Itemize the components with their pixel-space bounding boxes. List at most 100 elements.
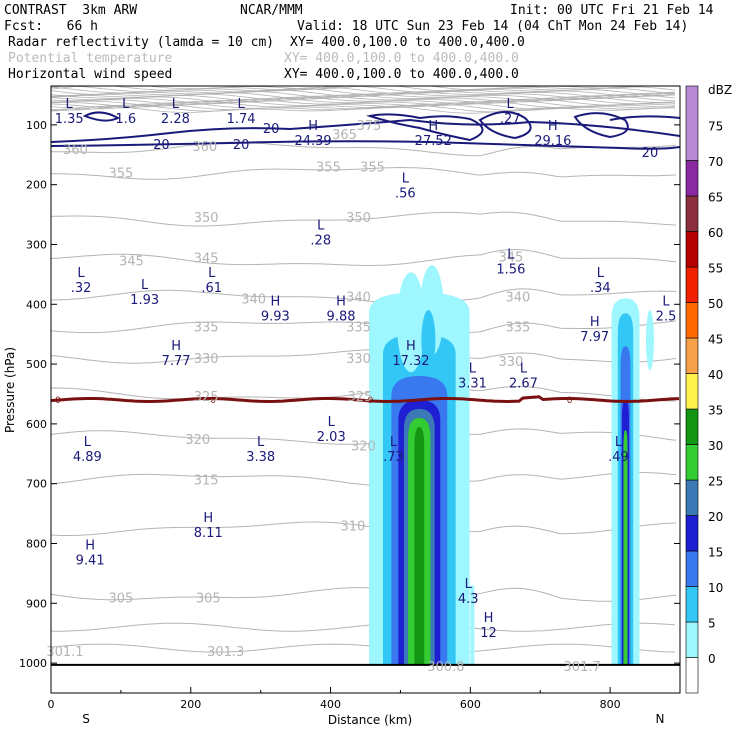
wind-contour <box>366 113 484 142</box>
theta-label: 360 <box>63 143 88 158</box>
wind-contour <box>51 118 680 143</box>
wind-label: 20 <box>642 146 659 161</box>
theta-stratosphere-line <box>51 86 650 91</box>
extremum-type: H <box>336 294 346 309</box>
extremum-value: 1.56 <box>496 263 525 278</box>
extremum-type: L <box>141 278 149 293</box>
colorbar-swatch <box>685 515 699 552</box>
extremum-value: 4.89 <box>73 450 102 465</box>
theta-label: 310 <box>341 520 366 535</box>
colorbar-tick-label: 15 <box>708 546 723 560</box>
extremum-type: L <box>122 97 130 112</box>
theta-contour-315 <box>51 472 677 487</box>
theta-stratosphere-line <box>51 93 676 102</box>
field-theta-xy: XY= 400.0,100.0 to 400.0,400.0 <box>284 51 519 66</box>
extremum-value: 8.11 <box>194 526 223 541</box>
extremum-type: H <box>203 511 213 526</box>
theta-contour-330 <box>51 349 677 364</box>
theta-label: 335 <box>346 320 371 335</box>
colorbar-tick-label: 65 <box>708 191 723 205</box>
theta-contour-355 <box>51 166 677 180</box>
extremum-value: 9.88 <box>327 309 356 324</box>
colorbar-swatch <box>685 657 699 694</box>
colorbar-swatch <box>685 266 699 303</box>
extremum-value: 1.35 <box>55 112 84 127</box>
init-time: Init: 00 UTC Fri 21 Feb 14 <box>510 3 714 18</box>
wind-label: 20 <box>263 122 280 137</box>
reflectivity-plume <box>645 310 654 371</box>
colorbar-swatch <box>685 550 699 587</box>
forecast-hour: Fcst: 66 h <box>4 19 98 34</box>
colorbar-tick-label: 50 <box>708 297 723 311</box>
wind-contour <box>573 112 629 139</box>
x-tick-label: 400 <box>320 698 341 711</box>
theta-surface-contour <box>51 643 676 653</box>
reflectivity-band-35dbz <box>414 426 425 665</box>
theta-label: 345 <box>498 250 523 265</box>
extremum-value: 9.93 <box>261 309 290 324</box>
wind-contour <box>51 140 680 150</box>
colorbar-tick-label: 30 <box>708 439 723 453</box>
theta-label: 300.8 <box>427 660 464 675</box>
theta-contour-320 <box>51 428 677 445</box>
y-axis-label: Pressure (hPa) <box>3 347 17 433</box>
theta-label: 330 <box>194 352 219 367</box>
extremum-value: 27.52 <box>415 134 452 149</box>
extremum-value: .34 <box>590 281 611 296</box>
extremum-type: L <box>520 361 528 376</box>
wind-label: 20 <box>153 138 170 153</box>
extremum-type: L <box>317 218 325 233</box>
colorbar-tick-label: 60 <box>708 226 723 240</box>
extremum-value: 2.28 <box>161 112 190 127</box>
theta-label: 320 <box>351 439 376 454</box>
theta-contour-310 <box>51 521 677 536</box>
theta-label: 335 <box>194 320 219 335</box>
colorbar-swatch <box>685 195 699 232</box>
extremum-value: 2.03 <box>317 430 346 445</box>
contour-labels: 305 305 310 315 320 320 325 325 330 330 330 335 335 3… <box>46 119 658 675</box>
theta-label: 360 <box>192 140 217 155</box>
extremum-type: L <box>465 577 473 592</box>
extremum-value: 29.16 <box>534 134 571 149</box>
theta-label: 325 <box>347 390 372 405</box>
theta-surface-contour <box>51 622 676 632</box>
freezing-level-label: 0 <box>55 396 61 406</box>
extremum-type: H <box>85 538 95 553</box>
theta-label: 355 <box>360 161 385 176</box>
reflectivity-shading <box>368 265 654 665</box>
extremum-type: L <box>84 435 92 450</box>
colorbar-tick-label: 45 <box>708 333 723 347</box>
theta-label: 365 <box>332 128 357 143</box>
theta-contour-350 <box>51 211 677 227</box>
colorbar-swatch <box>685 160 699 197</box>
theta-label: 340 <box>346 291 371 306</box>
extremum-type: H <box>270 294 280 309</box>
extremum-type: L <box>257 435 265 450</box>
x-tick-label: 800 <box>600 698 621 711</box>
y-tick-label: 700 <box>26 478 47 491</box>
theta-contours <box>51 86 677 653</box>
extremum-type: H <box>484 611 494 626</box>
extremum-type: H <box>548 119 558 134</box>
extremum-value: .28 <box>310 233 331 248</box>
extremum-type: L <box>66 97 74 112</box>
extremum-value: .27 <box>500 112 521 127</box>
y-tick-label: 900 <box>26 597 47 610</box>
extremum-value: 2.67 <box>509 376 538 391</box>
theta-label: 335 <box>505 320 530 335</box>
extremum-type: L <box>77 266 85 281</box>
wind-contours <box>51 111 680 150</box>
y-tick-label: 500 <box>26 358 47 371</box>
theta-contour-325 <box>51 385 676 402</box>
theta-label: 325 <box>194 390 219 405</box>
theta-stratosphere-line <box>51 86 676 92</box>
colorbar-tick-label: 75 <box>708 120 723 134</box>
extremum-type: L <box>507 97 515 112</box>
theta-label: 375 <box>357 119 382 134</box>
colorbar-tick-label: 70 <box>708 155 723 169</box>
freezing-level-label: 0 <box>368 396 374 406</box>
freezing-level-label: 0 <box>567 396 573 406</box>
colorbar-swatch <box>685 231 699 268</box>
theta-label: 330 <box>346 352 371 367</box>
